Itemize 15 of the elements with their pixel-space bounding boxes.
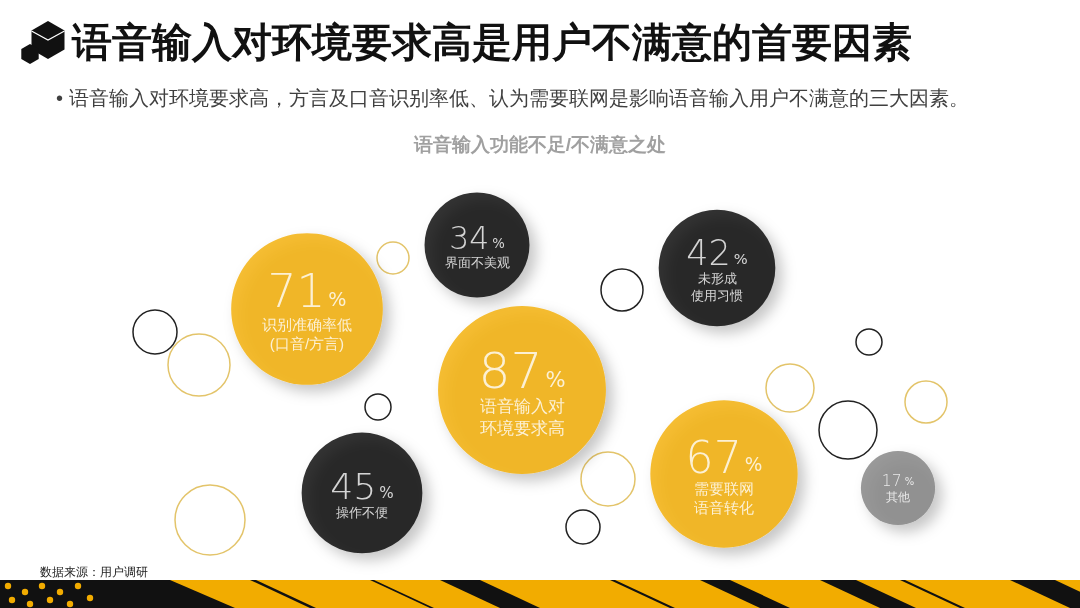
category-label: 其他 (886, 489, 910, 504)
data-label: 67% (685, 431, 763, 483)
text: 语音输入对环境要求高是用户不满意的首要因素 (72, 19, 912, 66)
data-label: 34% (449, 220, 505, 257)
category-label: 界面不美观 (444, 254, 510, 270)
text: • 语音输入对环境要求高，方言及口音识别率低、认为需要联网是影响语音输入用户不满意的三大因素。 (56, 86, 969, 111)
text: 语音输入功能不足/不满意之处 (412, 133, 668, 157)
category-label: 操作不便 (336, 505, 388, 521)
category-label: 需要联网语音转化 (694, 480, 754, 516)
data-label: 42% (686, 232, 748, 273)
category-label: 识别准确率低(口音/方言) (262, 315, 352, 353)
source-note: 数据来源：用户调研 (40, 564, 148, 581)
data-label: 71% (267, 264, 347, 318)
category-label: 未形成使用习惯 (691, 271, 743, 304)
data-label: 17% (881, 471, 915, 490)
